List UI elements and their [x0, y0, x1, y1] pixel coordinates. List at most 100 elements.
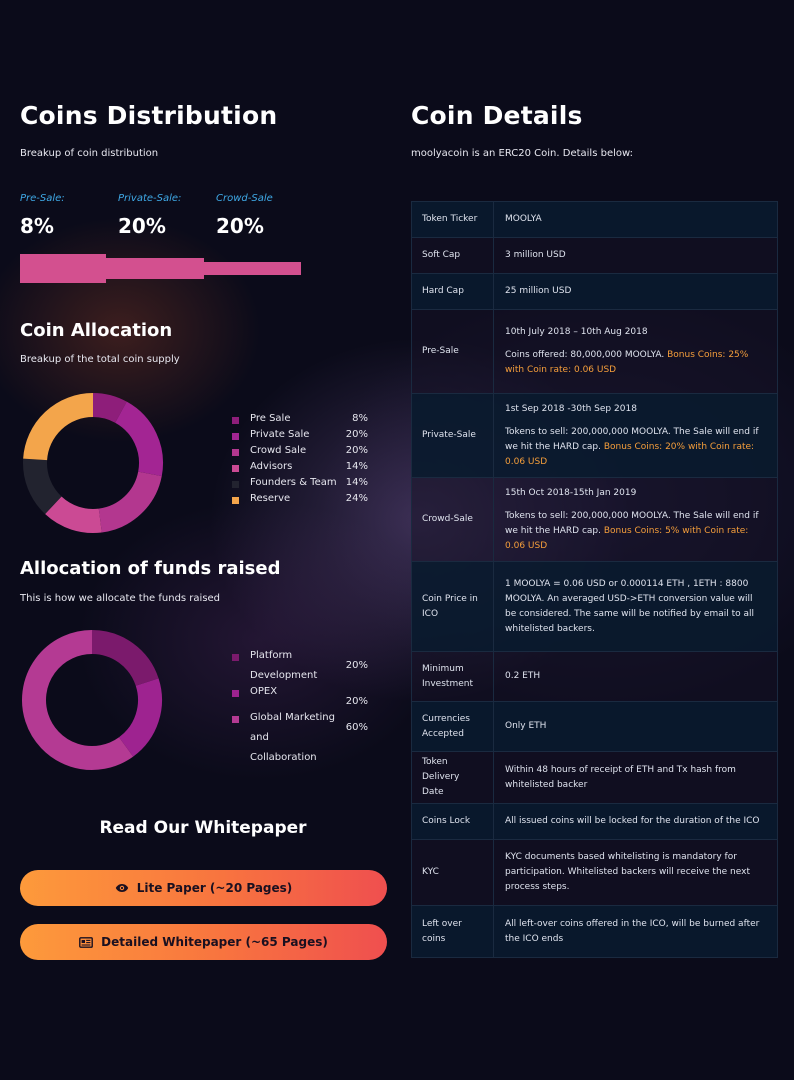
- legend-name: Global Marketing and Collaboration: [250, 712, 335, 763]
- phase-value: 20%: [216, 214, 264, 238]
- phase-value: 20%: [118, 214, 166, 238]
- coin-details-row: Pre-Sale 10th July 2018 – 10th Aug 2018 Co…: [411, 309, 778, 394]
- legend-name: Private Sale: [250, 429, 310, 440]
- coin-details-line: 25 million USD: [505, 284, 766, 299]
- legend-swatch: [232, 654, 239, 661]
- coins-distribution-subtitle: Breakup of coin distribution: [20, 148, 159, 159]
- legend-item: Global Marketing and Collaboration 60%: [232, 712, 368, 768]
- legend-value: 14%: [345, 461, 368, 472]
- coin-details-key: Coin Price in ICO: [411, 561, 494, 652]
- legend-value: 20%: [345, 696, 368, 707]
- coin-details-value: 0.2 ETH: [493, 651, 778, 702]
- detailed-whitepaper-button[interactable]: Detailed Whitepaper (~65 Pages): [20, 924, 387, 960]
- bonus-highlight: Bonus Coins: 25% with Coin rate: 0.06 US…: [505, 350, 749, 375]
- coin-details-text: All issued coins will be locked for the …: [505, 816, 760, 826]
- coin-allocation-slice-5: [23, 393, 94, 461]
- coin-details-line: Coins offered: 80,000,000 MOOLYA. Bonus …: [505, 348, 766, 378]
- coin-details-text: 3 million USD: [505, 250, 566, 260]
- coin-allocation-title: Coin Allocation: [20, 320, 173, 341]
- coin-details-key: Token Delivery Date: [411, 751, 494, 804]
- coin-details-text: Coins offered: 80,000,000 MOOLYA.: [505, 350, 668, 360]
- legend-swatch: [232, 481, 239, 488]
- coin-details-key: Pre-Sale: [411, 309, 494, 394]
- coin-details-table: Token Ticker MOOLYA Soft Cap 3 million USD H…: [411, 201, 778, 958]
- coin-details-row: KYC KYC documents based whitelisting is m…: [411, 839, 778, 906]
- legend-name: Platform Development: [250, 650, 318, 681]
- legend-item: Crowd Sale 20%: [232, 445, 368, 461]
- coin-details-key: Soft Cap: [411, 237, 494, 274]
- phase-value: 8%: [20, 214, 54, 238]
- coin-details-line: 1 MOOLYA = 0.06 USD or 0.000114 ETH , 1E…: [505, 577, 766, 637]
- legend-item: Reserve 24%: [232, 493, 368, 509]
- coin-details-row: Private-Sale 1st Sep 2018 -30th Sep 2018 T…: [411, 393, 778, 478]
- legend-item: Founders & Team 14%: [232, 477, 368, 493]
- document-icon: [79, 936, 94, 948]
- coin-details-text: Only ETH: [505, 721, 547, 731]
- distribution-bar-crowd-sale: [204, 262, 301, 275]
- phase-pre-sale: Pre-Sale: 8%: [20, 193, 120, 238]
- legend-name: Founders & Team: [250, 477, 337, 488]
- coin-details-row: Minimum Investment 0.2 ETH: [411, 651, 778, 702]
- funds-allocation-slice-1: [118, 678, 162, 757]
- legend-value: 20%: [345, 445, 368, 456]
- legend-value: 60%: [345, 722, 368, 733]
- coins-distribution-title: Coins Distribution: [20, 101, 278, 130]
- coin-details-value: MOOLYA: [493, 201, 778, 238]
- coin-allocation-slice-4: [23, 458, 62, 515]
- coin-details-key: Token Ticker: [411, 201, 494, 238]
- coin-details-row: Soft Cap 3 million USD: [411, 237, 778, 274]
- coin-details-line: 15th Oct 2018-15th Jan 2019: [505, 486, 766, 501]
- lite-paper-button[interactable]: Lite Paper (~20 Pages): [20, 870, 387, 906]
- coin-details-text: 25 million USD: [505, 286, 572, 296]
- coin-details-row: Coins Lock All issued coins will be locke…: [411, 803, 778, 840]
- coin-details-title: Coin Details: [411, 101, 583, 130]
- legend-swatch: [232, 497, 239, 504]
- bonus-highlight: Bonus Coins: 20% with Coin rate: 0.06 US…: [505, 441, 755, 467]
- legend-value: 20%: [345, 429, 368, 440]
- coin-details-line: Within 48 hours of receipt of ETH and Tx…: [505, 763, 766, 793]
- coin-details-text: 1 MOOLYA = 0.06 USD or 0.000114 ETH , 1E…: [505, 578, 754, 634]
- coin-details-line: All left-over coins offered in the ICO, …: [505, 917, 766, 947]
- funds-allocation-subtitle: This is how we allocate the funds raised: [20, 593, 221, 604]
- coin-details-key: Hard Cap: [411, 273, 494, 310]
- legend-name: OPEX: [250, 686, 278, 697]
- coin-details-line: Only ETH: [505, 719, 766, 734]
- coin-details-row: Coin Price in ICO 1 MOOLYA = 0.06 USD or …: [411, 561, 778, 652]
- coin-allocation-slice-2: [98, 471, 162, 533]
- legend-swatch: [232, 417, 239, 424]
- coin-details-value: Only ETH: [493, 701, 778, 752]
- coin-details-key: KYC: [411, 839, 494, 906]
- phase-crowd-sale: Crowd-Sale 20%: [216, 193, 316, 238]
- coin-details-key: Currencies Accepted: [411, 701, 494, 752]
- legend-name: Pre Sale: [250, 413, 291, 424]
- coin-details-value: 3 million USD: [493, 237, 778, 274]
- coin-details-key: Private-Sale: [411, 393, 494, 478]
- coin-details-value: All issued coins will be locked for the …: [493, 803, 778, 840]
- coin-details-row: Hard Cap 25 million USD: [411, 273, 778, 310]
- coin-details-value: 1st Sep 2018 -30th Sep 2018 Tokens to sel…: [493, 393, 778, 478]
- coin-details-text: 15th Oct 2018-15th Jan 2019: [505, 487, 637, 498]
- legend-swatch: [232, 716, 239, 723]
- coin-details-line: 3 million USD: [505, 248, 766, 263]
- legend-item: Pre Sale 8%: [232, 413, 368, 429]
- coin-allocation-slice-0: [92, 393, 127, 423]
- coin-details-line: Tokens to sell: 200,000,000 MOOLYA. The …: [505, 509, 766, 554]
- eye-icon: [115, 883, 129, 893]
- coin-details-line: MOOLYA: [505, 212, 766, 227]
- phase-label: Crowd-Sale: [216, 193, 273, 204]
- legend-value: 24%: [345, 493, 368, 504]
- legend-swatch: [232, 433, 239, 440]
- coin-details-value: 25 million USD: [493, 273, 778, 310]
- coin-details-text: KYC documents based whitelisting is mand…: [505, 852, 750, 892]
- legend-value: 8%: [352, 413, 368, 424]
- coin-details-row: Crowd-Sale 15th Oct 2018-15th Jan 2019 Tok…: [411, 477, 778, 562]
- coin-allocation-slice-1: [114, 401, 163, 477]
- coin-details-text: 10th July 2018 – 10th Aug 2018: [505, 327, 648, 337]
- legend-swatch: [232, 449, 239, 456]
- coin-details-line: KYC documents based whitelisting is mand…: [505, 850, 766, 895]
- funds-allocation-slice-0: [91, 630, 159, 687]
- coin-details-text: All left-over coins offered in the ICO, …: [505, 918, 760, 944]
- legend-name: Advisors: [250, 461, 293, 472]
- funds-allocation-title: Allocation of funds raised: [20, 558, 281, 579]
- coin-details-line: 10th July 2018 – 10th Aug 2018: [505, 325, 766, 340]
